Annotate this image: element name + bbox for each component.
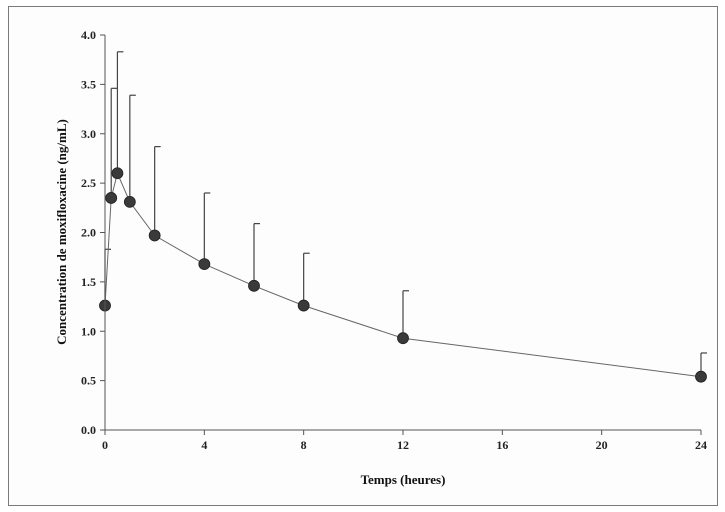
y-tick-label: 3.0 <box>81 127 96 141</box>
data-points-group <box>99 167 707 383</box>
data-point <box>248 279 260 292</box>
data-point <box>198 258 211 271</box>
error-bars-group <box>104 51 707 377</box>
data-point <box>148 229 161 242</box>
chart-frame <box>8 6 718 506</box>
x-tick-label: 16 <box>496 438 508 452</box>
y-tick-label: 2.0 <box>81 226 96 240</box>
y-tick-label: 0.5 <box>81 374 96 388</box>
y-axis-title: Concentration de moxifloxacine (ng/mL) <box>54 119 69 345</box>
y-tick-label: 4.0 <box>81 28 96 42</box>
y-tick-label: 1.5 <box>81 275 96 289</box>
y-tick-label: 3.5 <box>81 77 96 91</box>
y-axis-ticks: 0.0 0.5 1.0 1.5 2.0 2.5 3.0 3.5 4.0 <box>81 28 105 437</box>
mean-concentration-line <box>104 171 702 378</box>
x-tick-label: 24 <box>695 438 707 452</box>
x-tick-label: 4 <box>201 438 207 452</box>
y-tick-label: 2.5 <box>81 176 96 190</box>
data-point <box>105 192 118 204</box>
y-tick-label: 0.0 <box>81 423 96 437</box>
data-point <box>111 167 124 180</box>
x-axis-title: Temps (heures) <box>361 472 446 487</box>
x-tick-label: 20 <box>596 438 608 452</box>
y-tick-label: 1.0 <box>81 324 96 338</box>
x-axis-ticks: 0 4 8 12 16 20 24 <box>102 430 707 452</box>
data-point <box>123 195 136 208</box>
data-point <box>297 299 310 312</box>
data-point <box>397 332 409 345</box>
x-tick-label: 8 <box>301 438 307 452</box>
x-tick-label: 0 <box>102 438 108 452</box>
data-point <box>695 370 707 383</box>
x-tick-label: 12 <box>397 438 409 452</box>
